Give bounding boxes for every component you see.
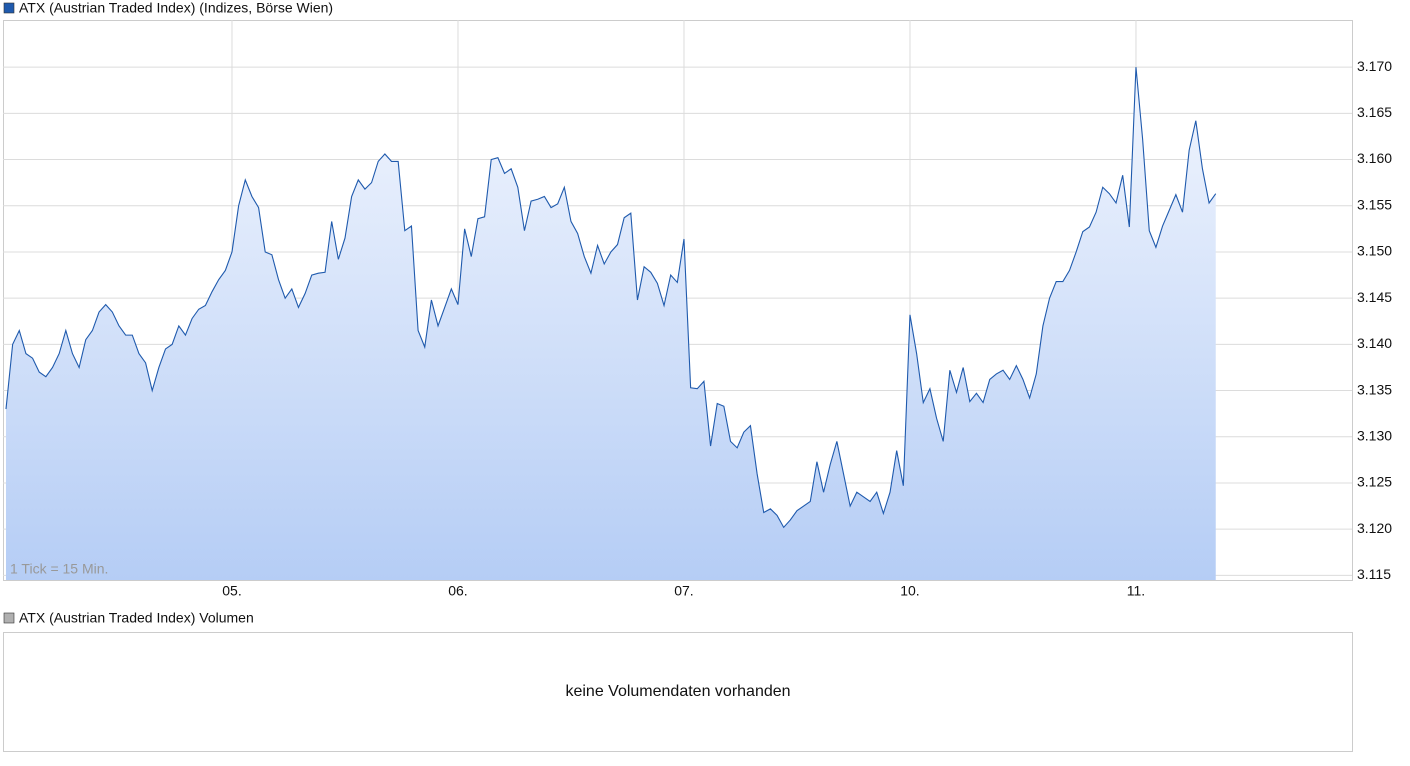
- y-tick-label: 3.125: [1357, 474, 1392, 490]
- y-tick-label: 3.135: [1357, 381, 1392, 397]
- y-tick-label: 3.115: [1357, 566, 1391, 582]
- y-tick-label: 3.170: [1357, 58, 1392, 74]
- y-tick-label: 3.155: [1357, 196, 1392, 212]
- line: [5, 67, 1217, 529]
- legend-swatch: [3, 2, 15, 14]
- volume-message: keine Volumendaten vorhanden: [565, 683, 790, 700]
- volume-title: ATX (Austrian Traded Index) Volumen: [19, 610, 254, 626]
- x-tick-label: 10.: [900, 583, 919, 599]
- chart-title: ATX (Austrian Traded Index) (Indizes, Bö…: [19, 0, 333, 16]
- y-tick-label: 3.145: [1357, 289, 1392, 305]
- x-tick-label: 06.: [448, 583, 467, 599]
- volume-frame: [3, 632, 1353, 752]
- y-tick-label: 3.140: [1357, 335, 1392, 351]
- y-tick-label: 3.165: [1357, 104, 1392, 120]
- area: [5, 67, 1216, 580]
- x-tick-label: 07.: [674, 583, 693, 599]
- series: [5, 67, 1217, 580]
- y-tick-label: 3.160: [1357, 150, 1392, 166]
- legend-swatch: [3, 612, 15, 624]
- y-tick-label: 3.150: [1357, 243, 1392, 259]
- y-tick-label: 3.130: [1357, 427, 1392, 443]
- x-tick-label: 11.: [1127, 583, 1145, 599]
- plot-frame: [3, 20, 1353, 581]
- x-tick-label: 05.: [222, 583, 241, 599]
- y-tick-label: 3.120: [1357, 520, 1392, 536]
- annotation: 1 Tick = 15 Min.: [10, 561, 108, 577]
